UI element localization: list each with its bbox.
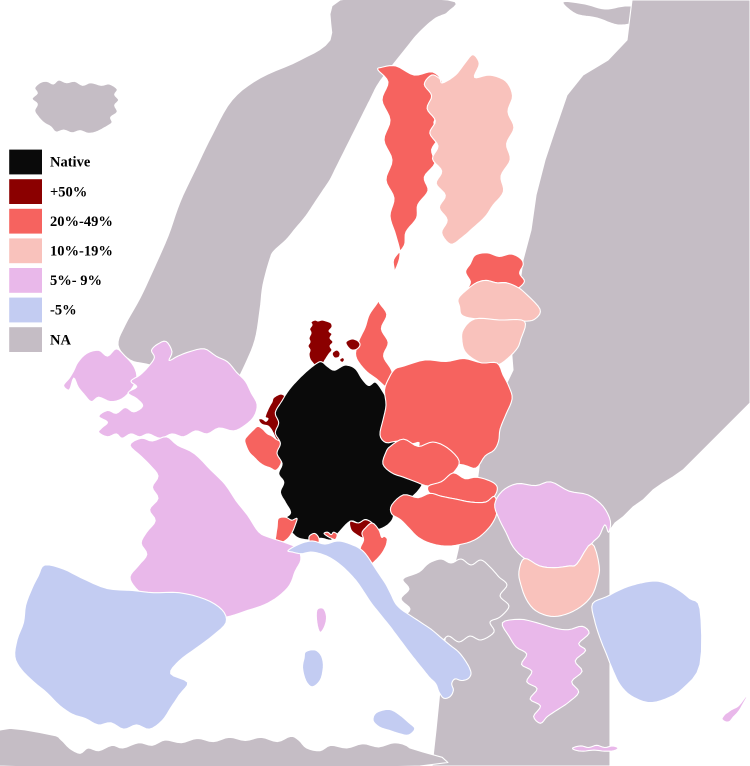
svg-text:NA: NA xyxy=(50,332,71,348)
svg-text:Native: Native xyxy=(50,155,91,171)
svg-text:+50%: +50% xyxy=(50,184,87,200)
svg-text:5%- 9%: 5%- 9% xyxy=(50,273,102,289)
svg-text:-5%: -5% xyxy=(50,303,77,319)
svg-text:20%-49%: 20%-49% xyxy=(50,214,113,230)
svg-text:10%-19%: 10%-19% xyxy=(50,244,113,260)
